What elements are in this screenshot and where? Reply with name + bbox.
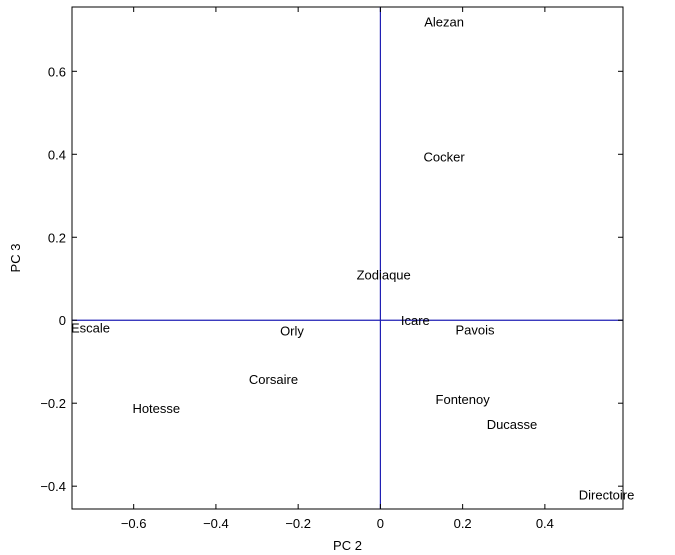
y-axis-ticks: −0.4 −0.2 0 0.2 0.4 0.6 — [40, 64, 623, 494]
y-tick-label: 0 — [59, 313, 66, 328]
y-tick-label: −0.2 — [40, 396, 66, 411]
point-labels: Alezan Cocker Zodiaque Icare Pavois Escale Orl… — [71, 15, 634, 503]
data-point-label: Alezan — [424, 15, 464, 30]
y-tick-label: 0.2 — [48, 230, 66, 245]
x-tick-label: −0.6 — [121, 516, 147, 531]
y-axis-title: PC 3 — [8, 244, 23, 273]
x-tick-label: 0.4 — [536, 516, 554, 531]
y-tick-label: −0.4 — [40, 479, 66, 494]
data-point-label: Corsaire — [249, 372, 298, 387]
data-point-label: Directoire — [579, 487, 635, 502]
plot-border — [71, 6, 624, 510]
x-axis-ticks: −0.6 −0.4 −0.2 0 0.2 0.4 — [121, 7, 554, 531]
data-point-label: Icare — [401, 313, 430, 328]
x-tick-label: −0.2 — [285, 516, 311, 531]
x-tick-label: 0 — [377, 516, 384, 531]
x-tick-label: −0.4 — [203, 516, 229, 531]
data-point-label: Ducasse — [487, 417, 538, 432]
data-point-label: Fontenoy — [436, 392, 491, 407]
data-point-label: Orly — [280, 324, 304, 339]
data-point-label: Pavois — [455, 322, 495, 337]
x-tick-label: 0.2 — [454, 516, 472, 531]
y-tick-label: 0.4 — [48, 147, 66, 162]
data-point-label: Hotesse — [132, 401, 180, 416]
data-point-label: Cocker — [424, 149, 466, 164]
data-point-label: Escale — [71, 321, 110, 336]
y-tick-label: 0.6 — [48, 64, 66, 79]
x-axis-title: PC 2 — [333, 538, 362, 553]
data-point-label: Zodiaque — [357, 268, 411, 283]
reference-lines — [72, 7, 623, 509]
plot-frame — [71, 6, 624, 510]
